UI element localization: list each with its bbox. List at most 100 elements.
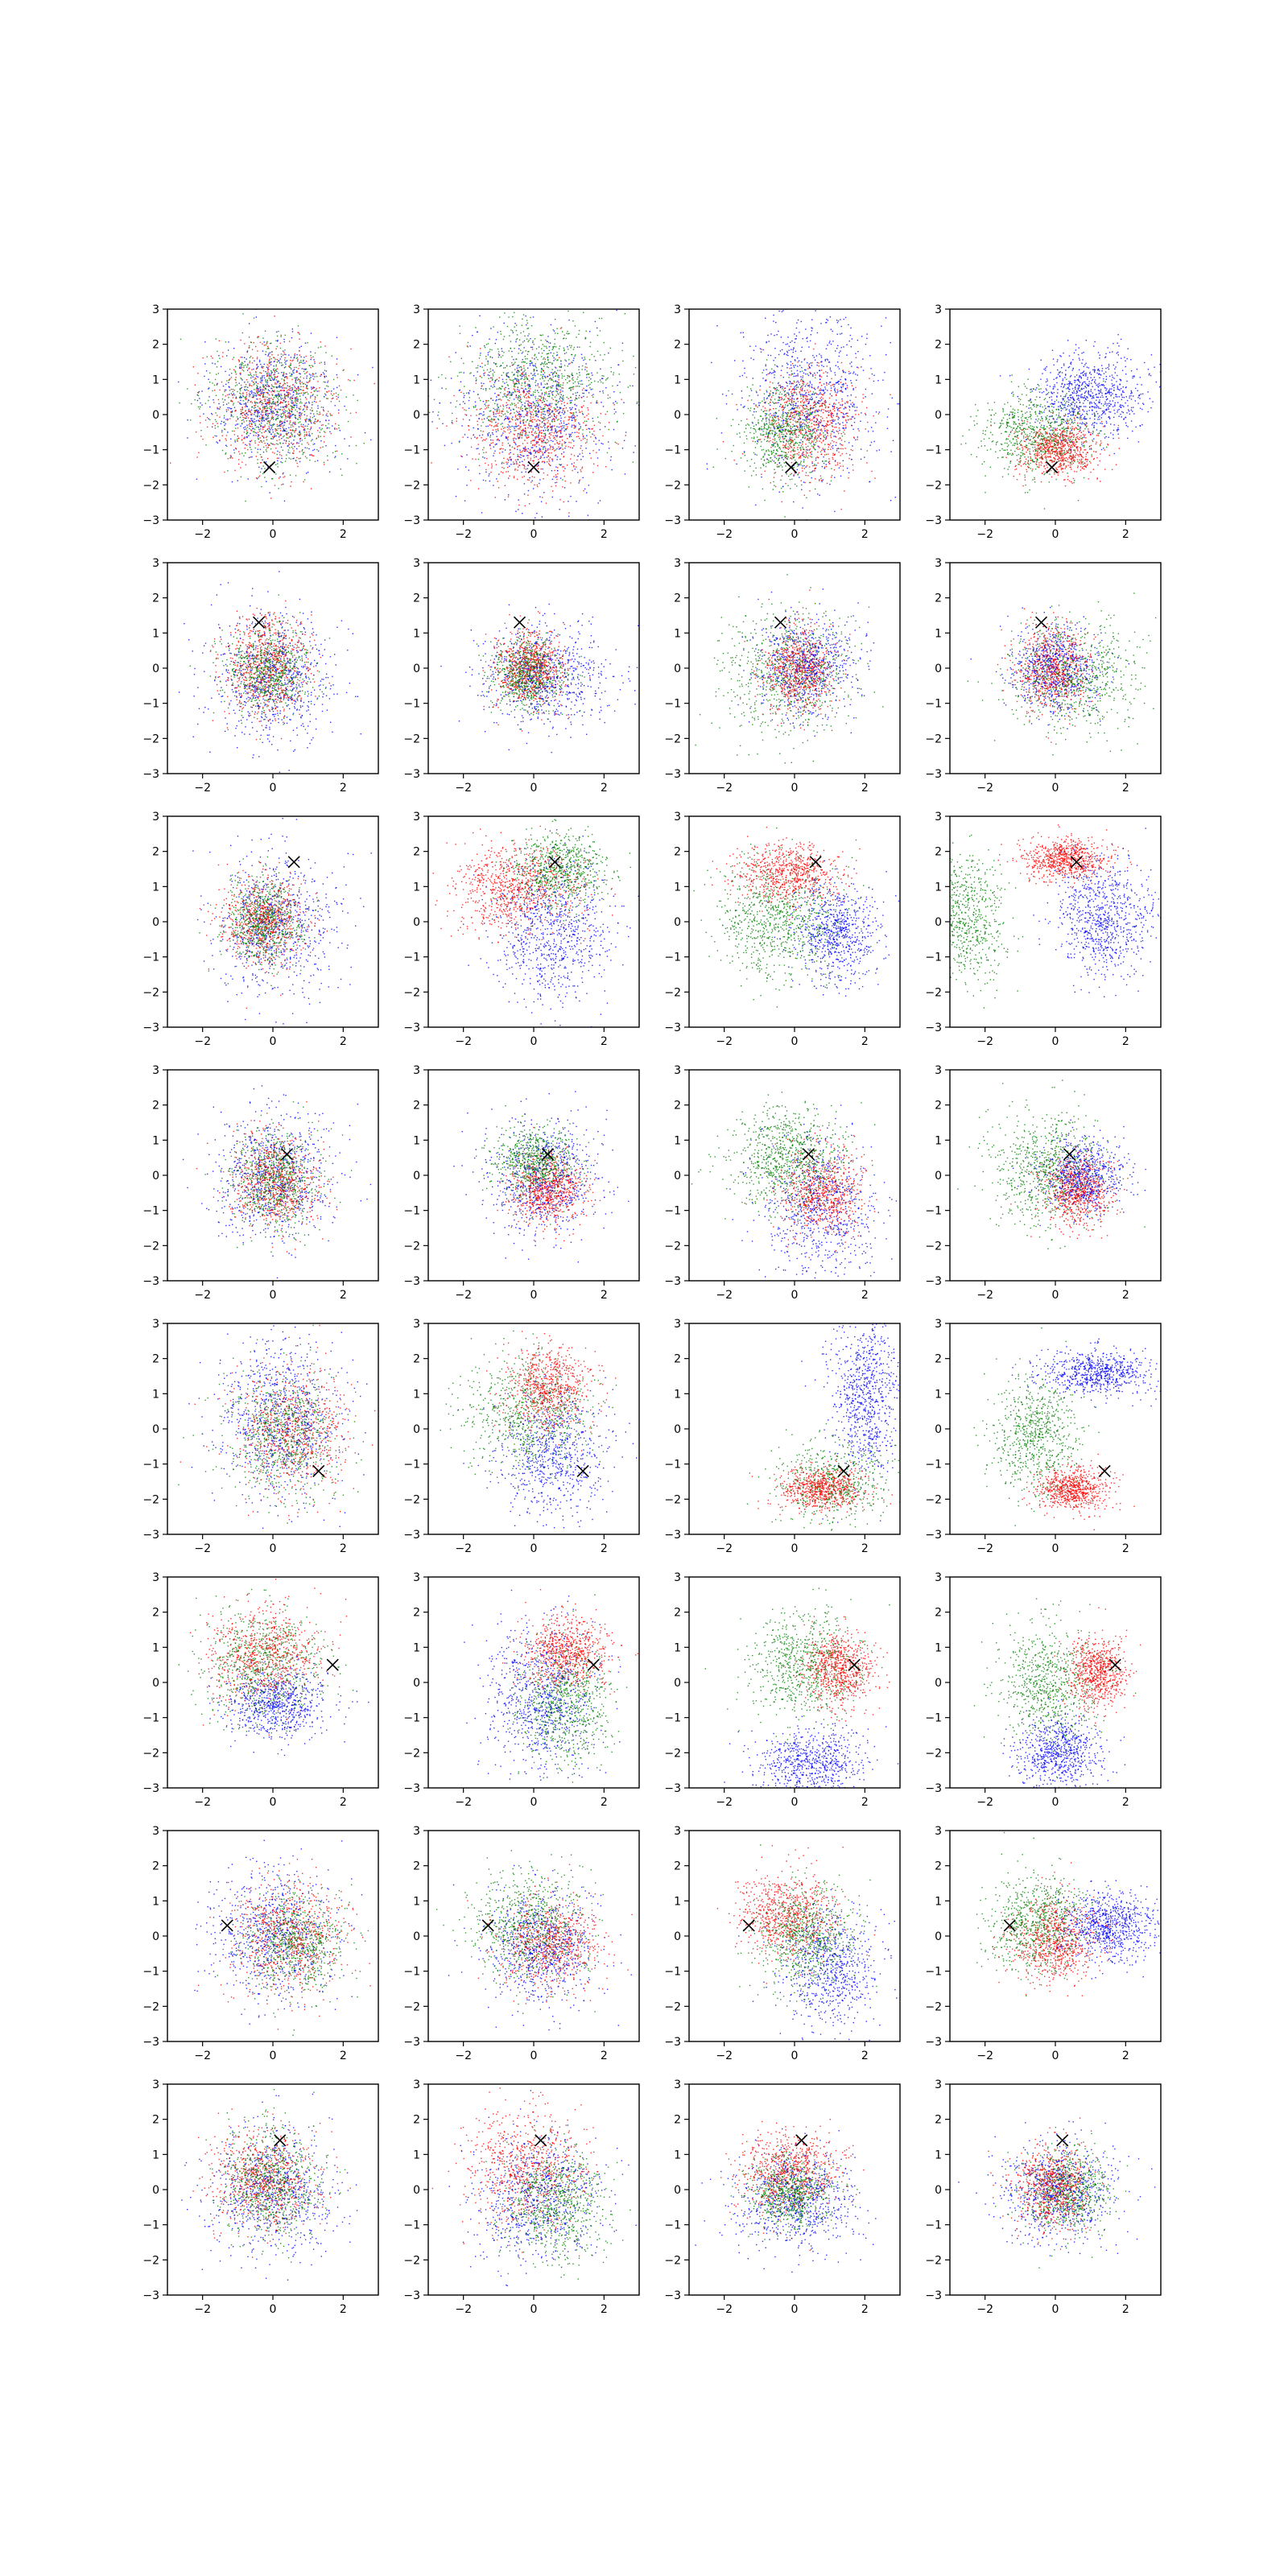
green-point [570, 390, 571, 391]
blue-point [283, 424, 284, 425]
blue-point [592, 418, 593, 419]
red-point [232, 401, 233, 402]
blue-point [586, 377, 587, 378]
green-point [485, 405, 486, 406]
green-point [286, 437, 287, 438]
green-point [265, 379, 266, 380]
blue-point [273, 365, 274, 366]
red-point [226, 409, 227, 410]
green-point [555, 400, 556, 401]
red-point [281, 335, 282, 336]
axes-frame [167, 309, 378, 520]
blue-point [890, 342, 891, 343]
red-point [506, 394, 507, 395]
blue-point [521, 416, 522, 417]
green-point [345, 410, 346, 411]
blue-point [294, 446, 295, 447]
green-point [614, 413, 615, 414]
blue-point [331, 390, 332, 391]
green-point [571, 361, 572, 362]
green-point [276, 411, 277, 412]
green-point [509, 350, 510, 351]
red-point [301, 426, 302, 427]
blue-point [246, 406, 247, 407]
blue-point [591, 373, 592, 374]
green-point [310, 421, 311, 422]
red-point [821, 420, 822, 421]
blue-point [251, 410, 252, 411]
blue-point [536, 415, 537, 416]
green-point [568, 359, 569, 360]
red-point [531, 411, 532, 412]
green-point [281, 353, 282, 354]
blue-point [536, 513, 537, 514]
blue-point [262, 417, 263, 418]
green-point [549, 395, 550, 396]
blue-point [277, 451, 278, 452]
red-point [831, 433, 832, 434]
blue-point [556, 426, 557, 427]
green-point [525, 358, 526, 359]
blue-point [800, 351, 801, 352]
green-point [242, 363, 243, 364]
red-point [243, 412, 244, 413]
red-point [843, 448, 844, 449]
red-point [493, 414, 494, 415]
blue-point [431, 421, 432, 422]
red-point [235, 377, 236, 378]
green-point [459, 442, 460, 443]
green-point [580, 384, 581, 385]
blue-point [556, 432, 557, 433]
blue-point [516, 426, 517, 427]
blue-point [492, 432, 493, 433]
red-point [311, 488, 312, 489]
green-point [557, 370, 558, 371]
blue-point [281, 398, 282, 399]
blue-point [518, 499, 519, 500]
green-point [289, 441, 290, 442]
red-point [267, 428, 268, 429]
blue-point [595, 304, 596, 305]
red-point [583, 405, 584, 406]
blue-point [560, 464, 561, 465]
blue-point [292, 389, 293, 390]
blue-point [292, 458, 293, 459]
red-point [522, 450, 523, 451]
red-point [538, 441, 539, 442]
green-point [295, 475, 296, 476]
green-point [788, 394, 789, 395]
blue-point [285, 354, 286, 355]
green-point [529, 381, 530, 382]
blue-point [280, 434, 281, 435]
red-point [294, 367, 295, 368]
red-point [299, 416, 300, 417]
green-point [341, 453, 342, 454]
blue-point [288, 354, 289, 355]
blue-point [274, 413, 275, 414]
blue-point [530, 453, 531, 454]
red-point [528, 437, 529, 438]
blue-point [538, 427, 539, 428]
blue-point [218, 355, 219, 356]
blue-point [267, 399, 268, 400]
green-point [531, 325, 532, 326]
green-point [299, 393, 300, 394]
red-point [593, 435, 594, 436]
red-point [532, 440, 533, 441]
blue-point [208, 387, 209, 388]
green-point [613, 372, 614, 373]
red-point [540, 451, 541, 452]
green-point [588, 385, 589, 386]
blue-point [257, 364, 258, 365]
green-point [276, 379, 277, 380]
green-point [554, 343, 555, 344]
red-point [314, 361, 315, 362]
green-point [304, 431, 305, 432]
green-point [333, 379, 334, 380]
green-point [574, 418, 575, 419]
blue-point [466, 454, 467, 455]
red-point [272, 399, 273, 400]
red-point [489, 424, 490, 425]
red-point [269, 359, 270, 360]
green-point [278, 386, 279, 387]
